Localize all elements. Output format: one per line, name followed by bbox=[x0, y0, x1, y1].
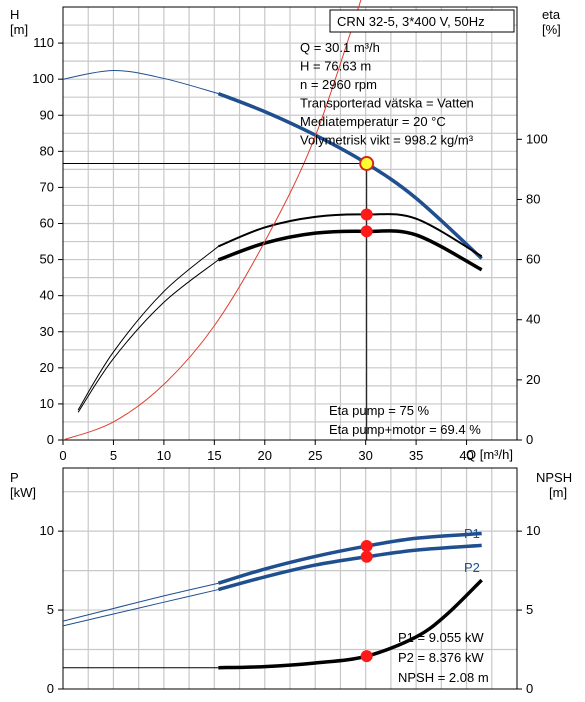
top-ylabel-left: H bbox=[10, 7, 19, 22]
y-tick-label-right: 0 bbox=[526, 681, 533, 696]
y-tick-label-left: 50 bbox=[40, 252, 54, 267]
x-tick-label: 0 bbox=[59, 448, 66, 463]
bottom-series bbox=[62, 531, 483, 670]
y-tick-label-right: 80 bbox=[526, 191, 540, 206]
y-tick-label-left: 5 bbox=[47, 602, 54, 617]
y-tick-label-right: 0 bbox=[526, 432, 533, 447]
bottom-ticks: 0 5 10 0 5 10 bbox=[40, 523, 541, 696]
operating-point bbox=[360, 540, 373, 553]
eta_pump-curve-thick bbox=[217, 213, 483, 258]
y-tick-label-right: 5 bbox=[526, 602, 533, 617]
y-tick-label-left: 70 bbox=[40, 179, 54, 194]
top-series bbox=[62, 0, 483, 441]
y-tick-label-left: 80 bbox=[40, 143, 54, 158]
info-line: n = 2960 rpm bbox=[300, 77, 377, 92]
info-line: Q = 30.1 m³/h bbox=[300, 40, 380, 55]
y-tick-label-left: 10 bbox=[40, 523, 54, 538]
y-tick-label-right: 20 bbox=[526, 372, 540, 387]
x-tick-label: 15 bbox=[207, 448, 221, 463]
h_curve-curve-thick bbox=[217, 91, 483, 260]
top-grid bbox=[63, 7, 517, 440]
eta_pump_motor-curve-thick bbox=[217, 229, 483, 272]
y-tick-label-right: 100 bbox=[526, 131, 548, 146]
y-tick-label-left: 20 bbox=[40, 360, 54, 375]
eta_line-curve-thin bbox=[62, 0, 362, 441]
y-tick-label-right: 10 bbox=[526, 523, 540, 538]
top-ylabel-left-unit: [m] bbox=[10, 22, 28, 37]
top-xlabel: Q [m³/h] bbox=[466, 447, 513, 462]
x-tick-label: 5 bbox=[110, 448, 117, 463]
y-tick-label-left: 0 bbox=[47, 432, 54, 447]
p2-curve-thick bbox=[217, 543, 482, 592]
top-ylabel-right: eta bbox=[542, 7, 561, 22]
title-box bbox=[329, 9, 515, 33]
info-line: P2 = 8.376 kW bbox=[398, 650, 484, 665]
top-ticks: 0 5 10 15 20 25 30 35 40 0 10 20 30 40 50 60 70 80 90 100 11… bbox=[32, 35, 547, 463]
info-line: Mediatemperatur = 20 °C bbox=[300, 114, 446, 129]
bottom-ylabel-right-unit: [m] bbox=[549, 485, 567, 500]
eta_pump_motor-curve-thin bbox=[77, 259, 219, 413]
p1-curve-thin bbox=[62, 582, 219, 622]
info-line: Volymetrisk vikt = 998.2 kg/m³ bbox=[300, 133, 474, 148]
y-tick-label-left: 110 bbox=[33, 35, 54, 50]
y-tick-label-left: 30 bbox=[40, 324, 54, 339]
info-line: Transporterad vätska = Vatten bbox=[300, 96, 474, 111]
x-tick-label: 25 bbox=[308, 448, 322, 463]
info-line: H = 76.63 m bbox=[300, 59, 371, 74]
y-tick-label-right: 40 bbox=[526, 312, 540, 327]
series-label-p2: P2 bbox=[464, 560, 480, 575]
operating-point bbox=[360, 550, 373, 563]
x-tick-label: 10 bbox=[157, 448, 171, 463]
p1-curve-thick bbox=[217, 531, 482, 585]
info-line: P1 = 9.055 kW bbox=[398, 630, 484, 645]
series-label-p1: P1 bbox=[464, 526, 480, 541]
top-ylabel-right-unit: [%] bbox=[542, 22, 561, 37]
bottom-ylabel-right: NPSH bbox=[536, 470, 572, 485]
x-tick-label: 40 bbox=[459, 448, 473, 463]
y-tick-label-left: 10 bbox=[40, 396, 54, 411]
eta-label: Eta pump+motor = 69.4 % bbox=[329, 422, 481, 437]
x-tick-label: 20 bbox=[258, 448, 272, 463]
y-tick-label-left: 60 bbox=[40, 216, 54, 231]
y-tick-label-right: 60 bbox=[526, 252, 540, 267]
h_curve-curve-thin bbox=[62, 70, 219, 95]
y-tick-label-left: 40 bbox=[40, 288, 54, 303]
chart-title: CRN 32-5, 3*400 V, 50Hz bbox=[337, 14, 485, 29]
y-tick-label-left: 90 bbox=[40, 107, 54, 122]
x-tick-label: 35 bbox=[409, 448, 423, 463]
eta-label: Eta pump = 75 % bbox=[329, 403, 430, 418]
eta-labels: Eta pump = 75 % Eta pump+motor = 69.4 % bbox=[329, 403, 481, 437]
bottom-info-block: P1 = 9.055 kW P2 = 8.376 kW NPSH = 2.08 m bbox=[398, 630, 489, 685]
duty-point bbox=[359, 155, 375, 171]
bottom-ylabel-left: P bbox=[10, 470, 19, 485]
y-tick-label-left: 100 bbox=[32, 71, 54, 86]
p2-curve-thin bbox=[62, 589, 219, 627]
eta_pump-curve-thin bbox=[77, 245, 219, 411]
bottom-ylabel-left-unit: [kW] bbox=[10, 485, 36, 500]
bottom-series-labels: P1 P2 bbox=[464, 526, 480, 575]
bottom-grid bbox=[63, 468, 517, 689]
x-tick-label: 30 bbox=[358, 448, 372, 463]
info-line: NPSH = 2.08 m bbox=[398, 670, 489, 685]
bottom-plot-frame bbox=[62, 467, 518, 690]
operating-point bbox=[360, 650, 373, 663]
y-tick-label-left: 0 bbox=[47, 681, 54, 696]
eta-pump-motor-point bbox=[360, 225, 373, 238]
top-info-block: Q = 30.1 m³/h H = 76.63 m n = 2960 rpm Tran… bbox=[300, 40, 474, 148]
eta-pump-point bbox=[360, 208, 373, 221]
